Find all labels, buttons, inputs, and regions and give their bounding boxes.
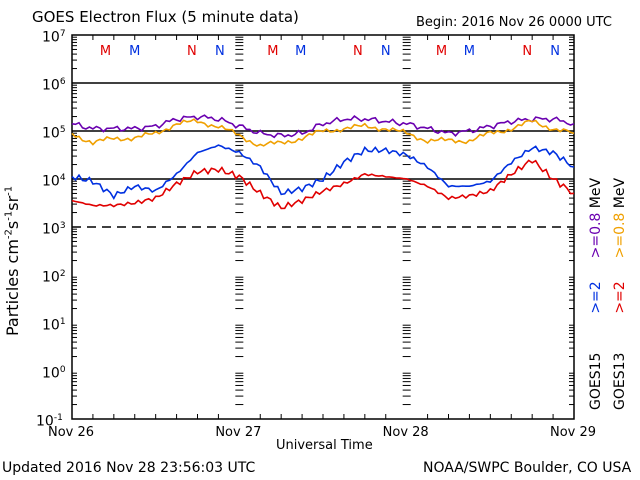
legend-goes15-mev: MeV: [588, 177, 604, 209]
y-tick-base: 10: [42, 365, 60, 382]
legend-goes13-ge08: >=0.8: [612, 212, 628, 259]
series-line-1: [71, 118, 575, 147]
y-tick-base: 10: [42, 269, 60, 286]
y-tick-exponent: 4: [59, 173, 66, 183]
legend-goes13-label: GOES13: [612, 352, 628, 410]
y-tick-base: 10: [42, 125, 60, 142]
x-tick-label: Nov 28: [382, 425, 429, 440]
y-axis-label-base: Particles cm: [3, 239, 22, 336]
y-tick-exponent: 6: [59, 77, 66, 87]
y-tick-base: 10: [42, 77, 60, 94]
y-axis-label: Particles cm-2s-1sr-1: [3, 186, 22, 336]
series-line-3: [71, 159, 575, 210]
y-tick-label: 107: [42, 26, 66, 46]
orbit-marker-N: N: [187, 44, 197, 59]
y-tick-label: 102: [42, 266, 66, 286]
updated-timestamp: Updated 2016 Nov 28 23:56:03 UTC: [2, 460, 256, 476]
legend-goes13-ge2: >=2: [612, 281, 628, 314]
legend-goes15-ge08: >=0.8: [588, 212, 604, 259]
y-axis-label-s: s: [3, 220, 22, 230]
y-axis-label-sr: sr: [3, 195, 22, 211]
x-tick-label: Nov 26: [48, 425, 95, 440]
orbit-marker-N: N: [215, 44, 225, 59]
credit-text: NOAA/SWPC Boulder, CO USA: [423, 460, 632, 476]
x-tick-label: Nov 29: [550, 425, 597, 440]
orbit-marker-M: M: [100, 44, 111, 59]
y-tick-label: 103: [42, 218, 66, 238]
y-tick-label: 105: [42, 122, 66, 142]
y-tick-exponent: 3: [59, 221, 66, 231]
orbit-marker-N: N: [522, 44, 532, 59]
x-axis-label: Universal Time: [276, 438, 373, 453]
y-axis-label-sup1: -2: [3, 229, 15, 240]
y-tick-exponent: 5: [59, 125, 66, 135]
legend-goes13: GOES13 >=2 >=0.8 MeV: [612, 178, 628, 410]
series-line-2: [71, 144, 575, 201]
y-tick-exponent: 2: [59, 269, 66, 279]
y-tick-label: 106: [42, 74, 66, 94]
y-tick-label: 101: [42, 314, 66, 334]
legend-goes15: GOES15 >=2 >=0.8 MeV: [588, 178, 604, 410]
orbit-marker-M: M: [295, 44, 306, 59]
orbit-marker-N: N: [353, 44, 363, 59]
legend-goes15-label: GOES15: [588, 352, 604, 410]
orbit-marker-N: N: [381, 44, 391, 59]
orbit-marker-N: N: [550, 44, 560, 59]
y-tick-base: 10: [36, 413, 54, 430]
y-tick-base: 10: [42, 173, 60, 190]
series-line-0: [71, 114, 575, 139]
y-tick-exponent: 7: [59, 29, 66, 39]
orbit-marker-M: M: [129, 44, 140, 59]
y-tick-base: 10: [42, 29, 60, 46]
orbit-marker-M: M: [267, 44, 278, 59]
y-tick-base: 10: [42, 317, 60, 334]
orbit-marker-M: M: [436, 44, 447, 59]
y-tick-label: 104: [42, 170, 66, 190]
chart-title: GOES Electron Flux (5 minute data): [32, 8, 299, 26]
orbit-marker-M: M: [464, 44, 475, 59]
y-tick-exponent: 0: [59, 365, 66, 375]
legend-goes13-mev: MeV: [612, 177, 628, 209]
y-tick-exponent: 1: [59, 317, 66, 327]
x-tick-label: Nov 27: [215, 425, 262, 440]
chart-subtitle: Begin: 2016 Nov 26 0000 UTC: [416, 15, 612, 30]
y-axis-label-sup2: -1: [3, 210, 15, 221]
y-axis-label-sup3: -1: [3, 185, 15, 196]
y-tick-base: 10: [42, 221, 60, 238]
y-tick-label: 100: [42, 362, 66, 382]
y-tick-exponent: -1: [53, 413, 63, 423]
legend-goes15-ge2: >=2: [588, 281, 604, 314]
y-tick-label: 10-1: [36, 410, 63, 430]
